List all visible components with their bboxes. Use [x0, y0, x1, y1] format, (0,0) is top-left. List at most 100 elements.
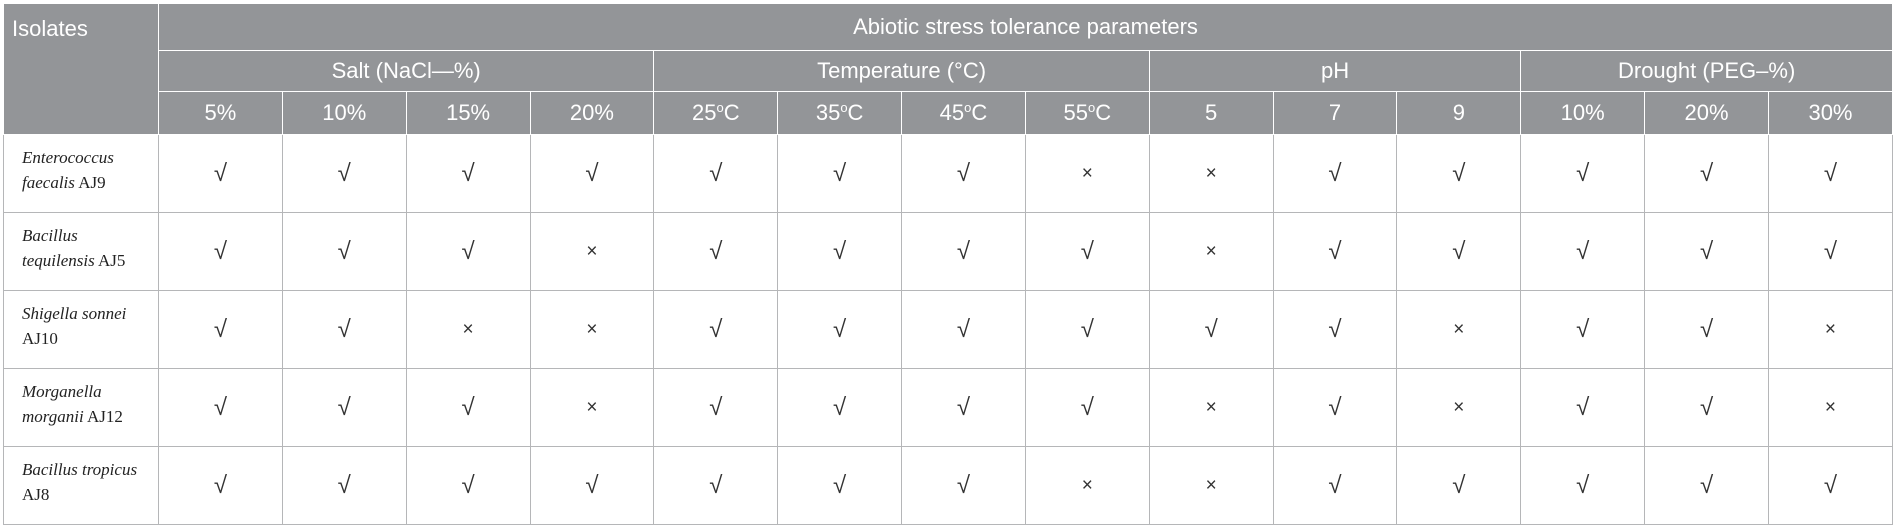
tolerant-mark: √ — [901, 290, 1026, 369]
tolerant-mark: √ — [653, 212, 779, 291]
tolerant-mark: √ — [1272, 212, 1398, 291]
tolerant-mark: √ — [1396, 446, 1522, 525]
tolerant-mark: √ — [281, 368, 407, 447]
tolerant-mark: √ — [1767, 446, 1893, 525]
degree-symbol: o — [1088, 100, 1096, 115]
tolerant-mark: √ — [901, 212, 1026, 291]
degree-symbol: o — [964, 100, 972, 115]
column-header: 7 — [1272, 91, 1398, 135]
tolerant-mark: √ — [1024, 368, 1150, 447]
column-header: 5% — [158, 91, 283, 135]
degree-symbol: o — [840, 100, 848, 115]
tolerant-mark: √ — [281, 212, 407, 291]
not-tolerant-mark: × — [1148, 134, 1274, 213]
column-header: 55oC — [1024, 91, 1150, 135]
isolate-name-cell: Shigella sonnei AJ10 — [3, 290, 159, 369]
not-tolerant-mark: × — [405, 290, 531, 369]
tolerant-mark: √ — [529, 134, 655, 213]
isolate-strain: AJ12 — [87, 407, 123, 426]
tolerant-mark: √ — [1272, 134, 1398, 213]
tolerant-mark: √ — [405, 368, 531, 447]
header-row-groups: Salt (NaCl—%) Temperature (°C) pH Drought (… — [4, 50, 1893, 92]
isolate-name-cell: Enterococcus faecalis AJ9 — [3, 134, 159, 213]
tolerant-mark: √ — [281, 134, 407, 213]
header-row-columns: 5% 10% 15% 20% 25oC 35oC 45oC 55oC 5 7 9 10% 20% 30% — [4, 91, 1893, 135]
tolerant-mark: √ — [1396, 134, 1522, 213]
tolerant-mark: √ — [405, 134, 531, 213]
tolerant-mark: √ — [901, 368, 1026, 447]
tolerant-mark: √ — [1148, 290, 1274, 369]
header-row-top: Isolates Abiotic stress tolerance parame… — [3, 3, 1893, 135]
tolerant-mark: √ — [1396, 212, 1522, 291]
not-tolerant-mark: × — [1396, 368, 1522, 447]
tolerant-mark: √ — [1520, 290, 1646, 369]
column-header: 9 — [1396, 91, 1522, 135]
tolerant-mark: √ — [158, 212, 283, 291]
not-tolerant-mark: × — [1767, 368, 1893, 447]
tolerant-mark: √ — [653, 368, 779, 447]
column-header: 25oC — [653, 91, 779, 135]
tolerant-mark: √ — [281, 290, 407, 369]
isolate-strain: AJ9 — [78, 173, 106, 192]
group-title-header: Abiotic stress tolerance parameters — [158, 3, 1893, 51]
not-tolerant-mark: × — [1396, 290, 1522, 369]
tolerant-mark: √ — [405, 446, 531, 525]
tolerant-mark: √ — [901, 446, 1026, 525]
column-header: 30% — [1767, 91, 1893, 135]
tolerant-mark: √ — [777, 290, 903, 369]
tolerant-mark: √ — [1644, 446, 1769, 525]
not-tolerant-mark: × — [1024, 446, 1150, 525]
isolate-species: Enterococcus faecalis — [22, 148, 114, 192]
isolate-strain: AJ8 — [22, 485, 50, 504]
tolerant-mark: √ — [1767, 212, 1893, 291]
not-tolerant-mark: × — [1148, 368, 1274, 447]
tolerant-mark: √ — [1767, 134, 1893, 213]
isolate-species: Bacillus tropicus — [22, 460, 138, 479]
isolates-column-header: Isolates — [3, 3, 159, 135]
table-body: Enterococcus faecalis AJ9 √ √ √ √ √ √ √ × × √ √ √ √ √ B… — [3, 134, 1893, 525]
tolerant-mark: √ — [1024, 290, 1150, 369]
isolate-species: Morganella morganii — [22, 382, 102, 426]
tolerant-mark: √ — [777, 134, 903, 213]
column-header: 20% — [1644, 91, 1769, 135]
tolerant-mark: √ — [529, 446, 655, 525]
tolerant-mark: √ — [1520, 446, 1646, 525]
table-header: Isolates Abiotic stress tolerance parame… — [3, 3, 1893, 135]
table-row: Bacillus tropicus AJ8 √ √ √ √ √ √ √ × × √ √ √ √ √ — [3, 446, 1893, 525]
table-row: Morganella morganii AJ12 √ √ √ × √ √ √ √ × √ × √ √ × — [3, 368, 1893, 447]
not-tolerant-mark: × — [1148, 446, 1274, 525]
tolerant-mark: √ — [777, 446, 903, 525]
group-header-1: Temperature (°C) — [653, 50, 1150, 92]
group-header-2: pH — [1148, 50, 1522, 92]
isolate-name-cell: Bacillus tropicus AJ8 — [3, 446, 159, 525]
tolerant-mark: √ — [158, 290, 283, 369]
not-tolerant-mark: × — [529, 212, 655, 291]
not-tolerant-mark: × — [529, 368, 655, 447]
table-row: Shigella sonnei AJ10 √ √ × × √ √ √ √ √ √ × √ √ × — [3, 290, 1893, 369]
tolerant-mark: √ — [158, 446, 283, 525]
tolerant-mark: √ — [1520, 134, 1646, 213]
stress-tolerance-table: Isolates Abiotic stress tolerance parame… — [3, 3, 1893, 525]
isolate-species: Shigella sonnei — [22, 304, 127, 323]
tolerant-mark: √ — [653, 290, 779, 369]
not-tolerant-mark: × — [529, 290, 655, 369]
not-tolerant-mark: × — [1767, 290, 1893, 369]
tolerant-mark: √ — [1024, 212, 1150, 291]
tolerant-mark: √ — [1644, 290, 1769, 369]
tolerant-mark: √ — [158, 134, 283, 213]
tolerant-mark: √ — [653, 134, 779, 213]
tolerant-mark: √ — [1272, 368, 1398, 447]
stress-tolerance-table-container: Isolates Abiotic stress tolerance parame… — [3, 3, 1893, 525]
tolerant-mark: √ — [1272, 290, 1398, 369]
isolate-name-cell: Bacillus tequilensis AJ5 — [3, 212, 159, 291]
tolerant-mark: √ — [158, 368, 283, 447]
column-header: 5 — [1148, 91, 1274, 135]
column-header: 35oC — [777, 91, 903, 135]
column-header: 15% — [405, 91, 531, 135]
tolerant-mark: √ — [777, 212, 903, 291]
tolerant-mark: √ — [653, 446, 779, 525]
table-row: Bacillus tequilensis AJ5 √ √ √ × √ √ √ √ × √ √ √ √ √ — [3, 212, 1893, 291]
table-row: Enterococcus faecalis AJ9 √ √ √ √ √ √ √ × × √ √ √ √ √ — [3, 134, 1893, 213]
tolerant-mark: √ — [405, 212, 531, 291]
tolerant-mark: √ — [281, 446, 407, 525]
